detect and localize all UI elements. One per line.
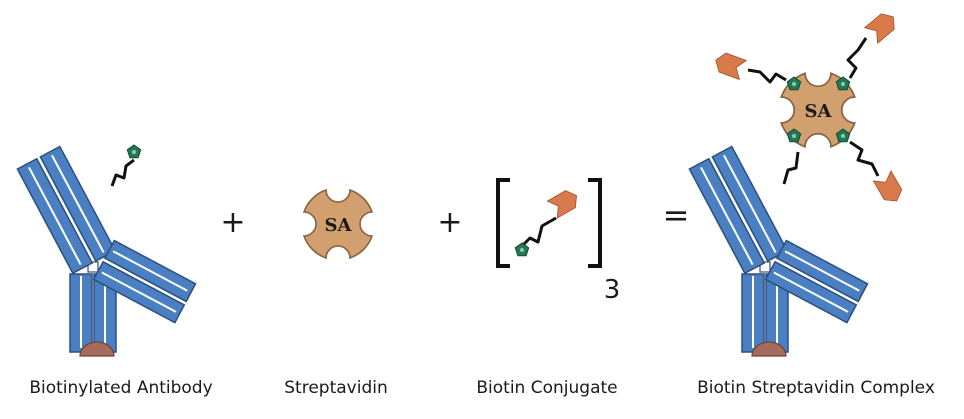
label-streptavidin: Streptavidin [284, 378, 388, 398]
conjugate-linker [520, 216, 557, 248]
conjugate-biotin-icon [514, 242, 530, 257]
complex-conjugate-linker [846, 37, 868, 79]
plus-sign-2: + [437, 205, 462, 240]
equals-sign: = [663, 196, 690, 234]
complex-sa-label: SA [805, 101, 833, 122]
complex-payload-icon [711, 50, 747, 80]
left-bracket [496, 178, 510, 268]
biotinylated-antibody-illustration [16, 145, 197, 357]
conjugate-payload-icon [546, 186, 582, 219]
antibody-biotin-icon [126, 144, 142, 159]
antibody-biotin-linker [110, 158, 135, 187]
label-biotin-conjugate: Biotin Conjugate [476, 378, 618, 398]
conjugate-subscript: 3 [604, 275, 621, 305]
complex-payload-icon [873, 170, 906, 207]
plus-sign-1: + [220, 205, 245, 240]
label-biotinylated-antibody: Biotinylated Antibody [29, 378, 213, 398]
complex-payload-icon [864, 8, 901, 44]
complex-antibody-illustration [688, 145, 869, 357]
complex-antibody-linker [782, 151, 800, 185]
complex-conjugate-linker [747, 68, 787, 84]
streptavidin-sa-label: SA [325, 215, 353, 236]
right-bracket [588, 178, 602, 268]
complex-conjugate-linker [849, 140, 880, 177]
label-biotin-streptavidin-complex: Biotin Streptavidin Complex [697, 378, 935, 398]
